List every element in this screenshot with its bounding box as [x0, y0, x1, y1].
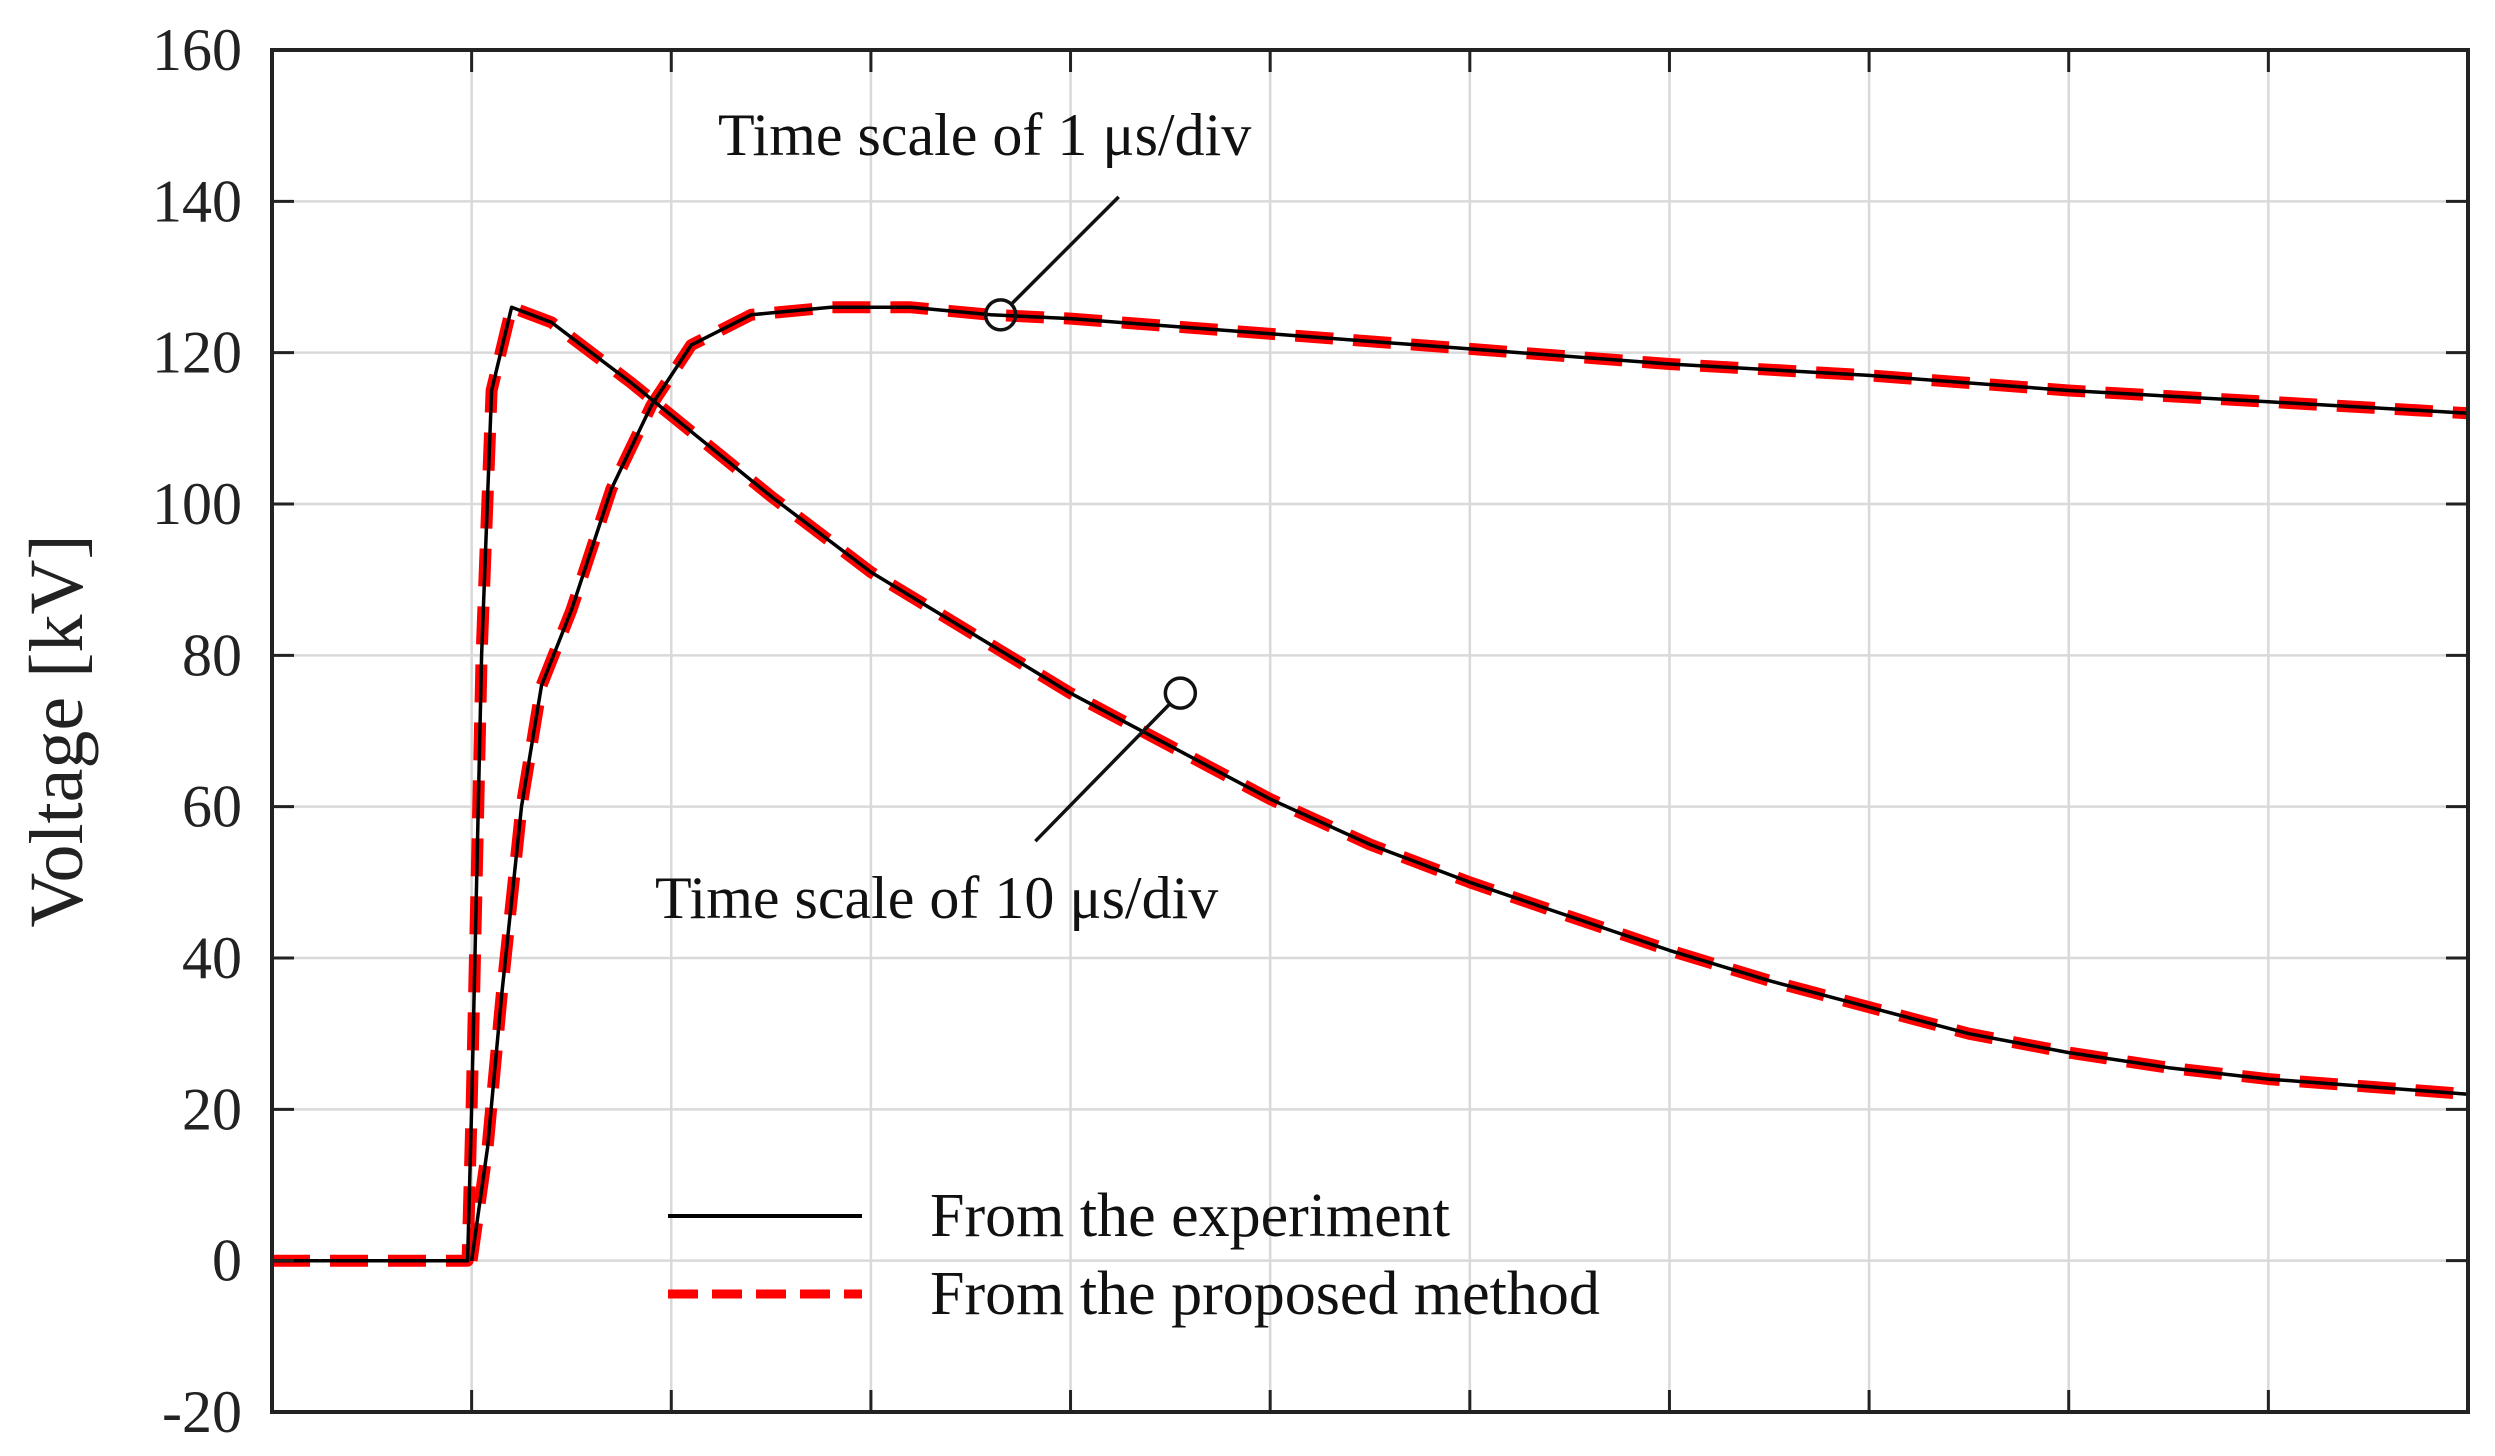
legend: From the experiment From the proposed met… [668, 1182, 1600, 1328]
annotation-leader-1us [1010, 195, 1120, 306]
y-tick-label: 60 [182, 774, 242, 840]
annotation-label-1us: Time scale of 1 μs/div [718, 102, 1251, 168]
series-layer [272, 301, 2469, 1267]
y-tick-label: 120 [152, 320, 242, 386]
series-10us-experiment-line [272, 305, 2469, 1263]
annotation-marker-10us [1163, 676, 1198, 710]
legend-label-proposed-method: From the proposed method [930, 1260, 1600, 1328]
grid-lines [272, 50, 2468, 1412]
y-tick-label: 140 [152, 168, 242, 234]
legend-label-experiment: From the experiment [930, 1182, 1450, 1250]
annotation-marker-1us [983, 298, 1018, 332]
y-axis-label: Voltage [kV] [15, 534, 99, 927]
y-tick-label: 80 [182, 622, 242, 688]
y-tick-label: 100 [152, 471, 242, 537]
annotation-label-10us: Time scale of 10 μs/div [655, 865, 1218, 931]
y-tick-label: 160 [152, 17, 242, 83]
series-10us-proposed-method-line [272, 301, 2469, 1267]
plot-frame [270, 48, 2470, 1414]
annotation-leader-10us [1034, 702, 1172, 843]
y-tick-label: -20 [162, 1379, 242, 1445]
series-1us-experiment-line [469, 305, 2469, 1261]
y-tick-label: 40 [182, 925, 242, 991]
annotations: Time scale of 1 μs/div Time scale of 10 μ… [655, 102, 1251, 931]
y-axis: -20 0 20 40 60 80 100 120 140 160 [152, 17, 2468, 1445]
y-tick-label: 20 [182, 1076, 242, 1142]
x-axis [470, 50, 2270, 1412]
y-tick-label: 0 [212, 1228, 242, 1294]
